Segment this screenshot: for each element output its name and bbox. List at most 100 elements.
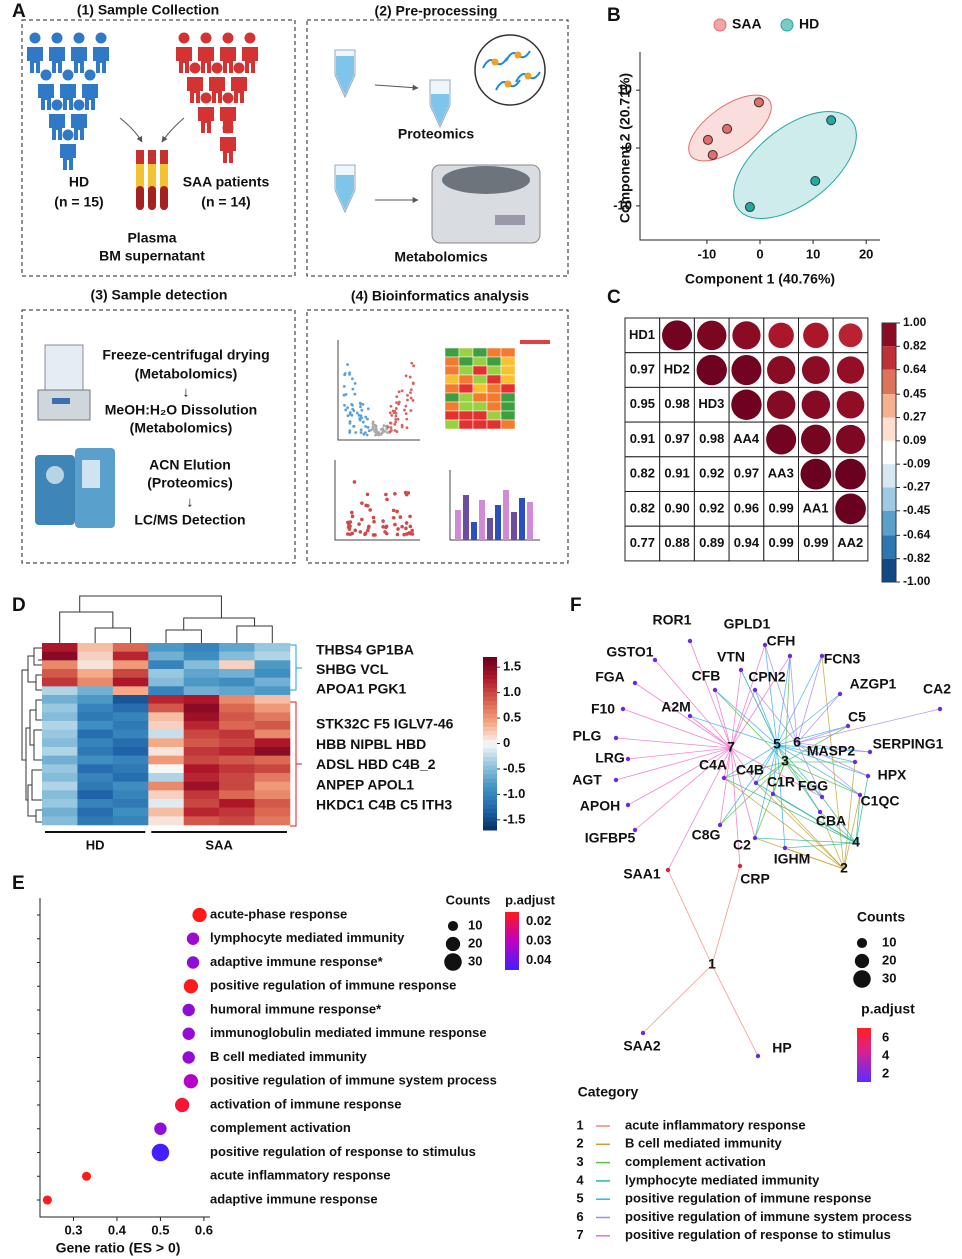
edge (819, 811, 857, 844)
person-icon (51, 99, 63, 111)
corr-circle (835, 424, 866, 455)
heat-cell (219, 738, 255, 748)
person-icon (84, 69, 96, 81)
tube (160, 150, 168, 164)
dendrogram (21, 647, 42, 761)
heat-cell (42, 643, 78, 652)
edge (784, 842, 857, 849)
corr-circle (662, 320, 693, 351)
thumb-dot (396, 417, 400, 421)
panel-letter: B (607, 5, 621, 26)
value-label: 0.88 (664, 535, 689, 550)
thumb-dot (403, 490, 408, 495)
thumb-bar (479, 500, 485, 540)
heat-cell (112, 799, 149, 808)
thumb-dot (406, 398, 409, 402)
gene-label: ANPEP APOL1 (316, 776, 414, 792)
thumb-dot (404, 412, 408, 416)
box-title: (4) Bioinformatics analysis (351, 288, 529, 304)
thumb-dot (348, 429, 352, 433)
heat-cell (148, 755, 185, 765)
heat-cell (183, 747, 220, 756)
heat-cell (77, 703, 114, 713)
person-icon (82, 84, 98, 110)
heat-cell (254, 773, 291, 782)
matrix-label: HD1 (629, 327, 655, 342)
gene-label: IGHM (774, 851, 811, 867)
heat-cell (77, 807, 114, 817)
hub-label: 3 (781, 753, 789, 769)
colorbar-label: 1.0 (503, 684, 521, 699)
corr-circle (836, 356, 865, 384)
heat-cell (112, 790, 149, 800)
heat-cell (254, 677, 291, 687)
person-icon (27, 47, 43, 73)
point (744, 202, 755, 213)
gene-node (845, 723, 851, 729)
corr-circle (768, 322, 794, 349)
person-icon (62, 129, 74, 141)
colorbar-step (483, 821, 497, 827)
edge (796, 725, 849, 744)
thumb-cell (444, 365, 460, 376)
gene-node (819, 794, 825, 800)
heat-cell (183, 764, 220, 774)
edge (654, 659, 732, 749)
corr-circle (766, 390, 796, 420)
colorbar-label: 0.02 (526, 913, 551, 928)
thumb-dot (371, 426, 375, 430)
colorbar-label: -0.82 (903, 551, 931, 565)
heat-cell (219, 677, 255, 687)
corr-circle (697, 320, 727, 351)
heat-cell (112, 721, 149, 730)
gene-node (852, 759, 858, 765)
thumb-cell (458, 347, 474, 358)
gene-node (752, 835, 758, 841)
matrix-label: AA3 (768, 466, 794, 481)
heat-cell (219, 799, 255, 808)
gene-label: MASP2 (807, 743, 855, 759)
edge (719, 761, 786, 826)
legend-label: HD (799, 16, 819, 32)
heat-cell (42, 712, 78, 722)
thumb-dot (381, 519, 385, 523)
edge (796, 693, 841, 744)
gene-label: HBB NIPBL HBD (316, 736, 426, 752)
edge (723, 747, 732, 779)
heat-cell (254, 686, 291, 696)
thumb-dot (397, 402, 401, 406)
workflow-text: Proteomics (398, 126, 474, 142)
colorbar-label: 0.03 (526, 932, 551, 947)
workflow-text: (Metabolomics) (130, 420, 233, 436)
arrow (161, 117, 185, 143)
colorbar-label: -0.64 (903, 528, 931, 542)
heat-cell (148, 773, 185, 782)
matrix-label: AA1 (803, 500, 829, 515)
gene-label: GSTO1 (606, 644, 653, 660)
thumb-bar (527, 502, 533, 540)
thumb-cell (500, 383, 516, 394)
cell (659, 352, 695, 388)
colorbar-step (882, 440, 896, 465)
edge (667, 869, 713, 966)
person-icon (242, 47, 258, 73)
dot (182, 1027, 195, 1040)
gene-node (613, 777, 619, 783)
thumb-cell (486, 365, 502, 376)
thumb-dot (364, 415, 368, 419)
thumb-dot (360, 501, 364, 505)
edge (776, 655, 823, 746)
thumb-dot (394, 420, 398, 424)
gene-label: SERPING1 (873, 736, 944, 752)
gene-label: C1R (767, 774, 795, 790)
thumb-dot (397, 400, 401, 404)
workflow-text: (Proteomics) (147, 475, 233, 491)
edge (754, 744, 778, 839)
heat-cell (42, 747, 78, 756)
box-title: (3) Sample detection (91, 287, 228, 303)
value-label: 0.82 (630, 466, 655, 481)
gene-label: HPX (878, 767, 907, 783)
colorbar-step (483, 734, 497, 740)
hub-label: 4 (852, 834, 860, 850)
